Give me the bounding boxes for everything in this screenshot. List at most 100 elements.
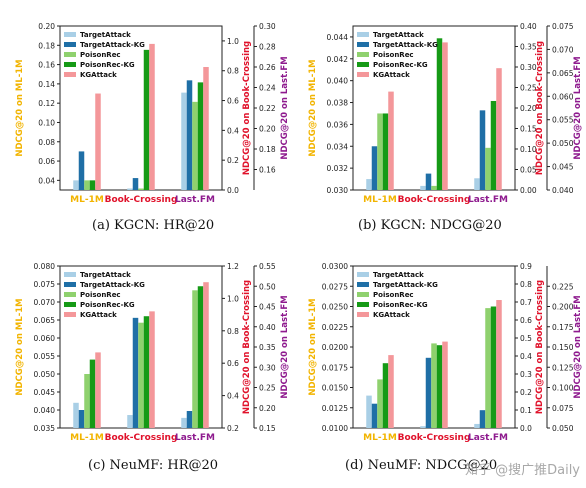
left-axis-tick-label: 0.0125 (322, 404, 348, 413)
mid-axis-tick-label: 0.0 (520, 424, 532, 433)
mid-axis-tick-label: 1.0 (227, 37, 239, 46)
right-axis-tick-label: 0.15 (259, 424, 276, 433)
caption-c: (c) NeuMF: HR@20 (88, 458, 219, 473)
bar-poisonrec-kg-book-crossing (143, 49, 150, 190)
bar-kgattack-last-fm (203, 67, 209, 190)
right-axis-tick-label: 0.45 (259, 303, 276, 312)
mid-axis-tick-label: 0.40 (520, 22, 537, 31)
bar-poisonrec-ml-1m (377, 379, 383, 428)
left-axis-tick-label: 0.075 (34, 280, 56, 289)
mid-axis-title: NDCG@20 on Book-Crossing (242, 41, 252, 175)
mid-axis-tick-label: 0.8 (227, 327, 239, 336)
right-axis-tick-label: 0.175 (552, 323, 574, 332)
bar-poisonrec-book-crossing (431, 185, 437, 190)
bar-targetattack-kg-ml-1m (371, 403, 378, 428)
legend-label-targetattack: TargetAttack (373, 31, 424, 39)
legend-label-poisonrec: PoisonRec (373, 291, 414, 299)
right-axis-tick-label: 0.30 (259, 363, 276, 372)
bar-targetattack-last-fm (474, 178, 480, 190)
caption-d: (d) NeuMF: NDCG@20 (345, 458, 498, 473)
legend-label-poisonrec: PoisonRec (80, 291, 121, 299)
bar-poisonrec-book-crossing (138, 322, 144, 428)
left-axis-tick-label: 0.04 (38, 176, 55, 185)
bar-poisonrec-last-fm (192, 290, 198, 428)
watermark: 知乎 @搜广推Daily (464, 463, 580, 478)
bar-kgattack-book-crossing (442, 341, 448, 428)
left-axis-tick-label: 0.20 (38, 22, 55, 31)
legend-swatch-poisonrec-kg (357, 62, 369, 67)
mid-axis-tick-label: 0.2 (227, 156, 239, 165)
right-axis-tick-label: 0.125 (552, 363, 574, 372)
legend-swatch-targetattack-kg (64, 42, 76, 47)
bar-poisonrec-kg-last-fm (197, 82, 204, 190)
mid-axis-tick-label: 0.2 (227, 424, 239, 433)
bar-kgattack-last-fm (496, 68, 502, 190)
category-label-book-crossing: Book-Crossing (105, 433, 178, 443)
left-axis-tick-label: 0.0275 (322, 282, 348, 291)
left-axis-tick-label: 0.080 (34, 262, 56, 271)
bar-targetattack-book-crossing (420, 426, 426, 428)
bar-targetattack-kg-book-crossing (132, 178, 139, 190)
category-label-book-crossing: Book-Crossing (398, 433, 471, 443)
chart-panel-neumf-ndcg: 0.0100 0.0125 0.0150 0.0175 0.0200 0.0225 0.02… (293, 250, 586, 449)
mid-axis-tick-label: 0.05 (520, 166, 537, 175)
bar-poisonrec-kg-last-fm (490, 306, 497, 428)
right-axis-tick-label: 0.075 (552, 22, 574, 31)
mid-axis-tick-label: 0.3 (520, 370, 532, 379)
mid-axis-tick-label: 0.00 (520, 186, 537, 195)
mid-axis-tick-label: 0.1 (520, 406, 532, 415)
bar-poisonrec-last-fm (485, 308, 491, 428)
mid-axis-title: NDCG@20 on Book-Crossing (535, 41, 545, 175)
right-axis-tick-label: 0.55 (259, 262, 276, 271)
category-label-book-crossing: Book-Crossing (398, 195, 471, 205)
bar-poisonrec-kg-ml-1m (382, 363, 389, 428)
legend-swatch-kgattack (64, 312, 76, 317)
bar-poisonrec-ml-1m (377, 113, 383, 190)
right-axis-tick-label: 0.30 (259, 22, 276, 31)
chart-neumf-hr: 0.035 0.040 0.045 0.050 0.055 0.060 0.065 0.070… (15, 262, 290, 443)
bar-targetattack-kg-ml-1m (371, 146, 378, 190)
legend-label-targetattack-kg: TargetAttack-KG (373, 41, 438, 49)
mid-axis-tick-label: 0.2 (520, 388, 532, 397)
bar-kgattack-book-crossing (442, 42, 448, 191)
left-axis-title: NDCG@20 on ML-1M (15, 298, 25, 395)
caption-a: (a) KGCN: HR@20 (92, 218, 215, 233)
bar-targetattack-ml-1m (366, 395, 372, 428)
bar-kgattack-last-fm (496, 300, 502, 428)
right-axis-tick-label: 0.050 (552, 139, 574, 148)
legend-label-poisonrec-kg: PoisonRec-KG (373, 61, 428, 69)
right-axis-tick-label: 0.18 (259, 145, 276, 154)
bar-targetattack-ml-1m (73, 402, 79, 428)
category-label-last-fm: Last.FM (175, 433, 215, 443)
caption-b: (b) KGCN: NDCG@20 (358, 218, 502, 233)
category-label-last-fm: Last.FM (175, 195, 215, 205)
bar-poisonrec-kg-ml-1m (89, 359, 96, 428)
legend-label-targetattack: TargetAttack (373, 271, 424, 279)
legend-swatch-kgattack (64, 72, 76, 77)
category-label-ml-1m: ML-1M (363, 195, 397, 205)
bar-targetattack-kg-book-crossing (425, 357, 432, 428)
chart-neumf-ndcg: 0.0100 0.0125 0.0150 0.0175 0.0200 0.0225 0.02… (308, 262, 583, 443)
category-label-ml-1m: ML-1M (363, 433, 397, 443)
left-axis-tick-label: 0.040 (327, 77, 349, 86)
bar-poisonrec-book-crossing (138, 188, 144, 190)
bar-targetattack-last-fm (474, 423, 480, 428)
legend-swatch-targetattack (64, 32, 76, 37)
left-axis-tick-label: 0.06 (38, 157, 55, 166)
bar-targetattack-ml-1m (366, 179, 372, 190)
right-axis-tick-label: 0.20 (259, 125, 276, 134)
legend-label-poisonrec-kg: PoisonRec-KG (373, 301, 428, 309)
legend-label-targetattack-kg: TargetAttack-KG (80, 41, 145, 49)
right-axis-tick-label: 0.070 (552, 45, 574, 54)
right-axis-tick-label: 0.35 (259, 343, 276, 352)
right-axis-tick-label: 0.25 (259, 384, 276, 393)
left-axis-tick-label: 0.16 (38, 61, 55, 70)
legend-swatch-targetattack-kg (357, 42, 369, 47)
right-axis-title: NDCG@20 on Last.FM (280, 56, 290, 159)
left-axis-tick-label: 0.0225 (322, 323, 348, 332)
right-axis-tick-label: 0.50 (259, 282, 276, 291)
mid-axis-tick-label: 1.2 (227, 262, 239, 271)
bar-poisonrec-kg-last-fm (490, 100, 497, 190)
chart-panel-kgcn-hr: 0.04 0.06 0.08 0.10 0.12 0.14 0.16 0.18 0.20 0.0 0… (0, 0, 293, 214)
bar-kgattack-ml-1m (95, 93, 101, 190)
